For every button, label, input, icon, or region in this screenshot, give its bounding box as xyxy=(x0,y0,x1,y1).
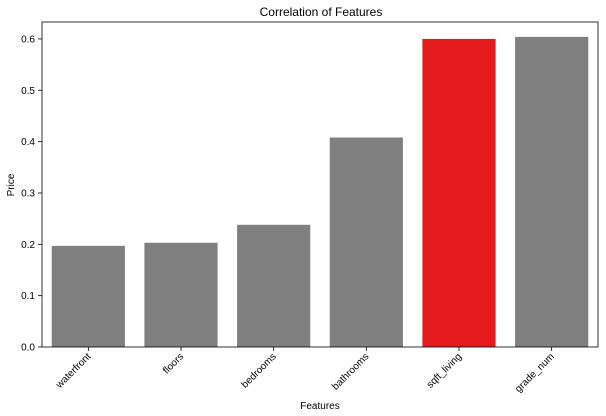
y-axis-title: Price xyxy=(6,173,17,196)
chart-title: Correlation of Features xyxy=(260,5,383,19)
bar-floors xyxy=(144,242,218,347)
y-tick-label: 0.2 xyxy=(21,240,35,251)
x-tick-label: bathrooms xyxy=(330,351,371,392)
y-axis-ticks: 0.0 0.1 0.2 0.3 0.4 0.5 0.6 xyxy=(21,34,42,354)
bar-waterfront xyxy=(51,245,125,347)
bar-bathrooms xyxy=(329,137,403,347)
bar-bedrooms xyxy=(237,224,311,347)
x-tick-label: waterfront xyxy=(54,351,94,391)
bar-sqft-living xyxy=(422,38,496,347)
y-tick-label: 0.6 xyxy=(21,34,35,45)
x-tick-label: floors xyxy=(161,351,186,376)
bar-grade-num xyxy=(515,36,589,347)
y-tick-label: 0.0 xyxy=(21,343,35,354)
bars-group xyxy=(51,36,589,347)
x-tick-label: bedrooms xyxy=(240,351,279,390)
plot-frame xyxy=(41,21,599,348)
y-tick-label: 0.1 xyxy=(21,291,35,302)
y-tick-label: 0.4 xyxy=(21,137,35,148)
y-tick-label: 0.5 xyxy=(21,86,35,97)
x-axis-ticks: waterfront floors bedrooms bathrooms sqft_li… xyxy=(54,347,557,395)
x-tick-label: sqft_living xyxy=(425,351,464,390)
x-tick-label: grade_num xyxy=(513,351,557,395)
x-axis-title: Features xyxy=(300,401,339,412)
y-tick-label: 0.3 xyxy=(21,188,35,199)
